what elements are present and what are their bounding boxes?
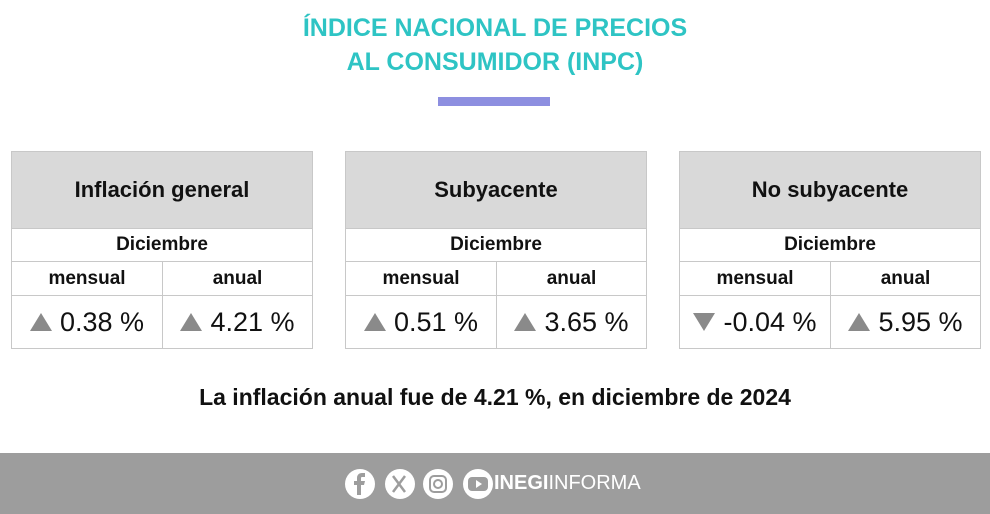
card-title: Inflación general (12, 152, 312, 228)
instagram-icon[interactable] (423, 469, 453, 499)
card: Subyacente Diciembre mensual anual 0.51 % 3.6… (345, 151, 647, 349)
divider (438, 97, 550, 106)
footer: INEGIINFORMA (0, 453, 990, 514)
value-cell: -0.04 % (680, 296, 830, 348)
value: -0.04 % (723, 306, 817, 337)
value: 5.95 % (878, 306, 963, 337)
column-label: mensual (346, 262, 496, 296)
period: Diciembre (680, 228, 980, 262)
card-title: No subyacente (680, 152, 980, 228)
period: Diciembre (12, 228, 312, 262)
title-line: AL CONSUMIDOR (INPC) (346, 48, 644, 76)
statement: La inflación anual fue de 4.21 %, en dic… (199, 384, 791, 410)
column-label: mensual (680, 262, 830, 296)
trend-arrow (363, 313, 386, 331)
brand-bold: INEGI (494, 472, 549, 494)
value-cell: 0.51 % (346, 296, 496, 348)
value-cell: 4.21 % (162, 296, 312, 348)
period: Diciembre (346, 228, 646, 262)
value: 0.38 % (59, 306, 145, 337)
column-label: mensual (12, 262, 162, 296)
card: No subyacente Diciembre mensual anual -0.04 … (679, 151, 981, 349)
card-title: Subyacente (346, 152, 646, 228)
trend-arrow (848, 313, 871, 331)
value-cell: 0.38 % (12, 296, 162, 348)
title-line: ÍNDICE NACIONAL DE PRECIOS (302, 14, 688, 42)
column-label: anual (830, 262, 980, 296)
value-cell: 3.65 % (496, 296, 646, 348)
social-icons (345, 469, 493, 499)
value: 3.65 % (544, 306, 629, 337)
value-cell: 5.95 % (830, 296, 980, 348)
brand-light: INFORMA (548, 472, 641, 494)
value: 4.21 % (210, 306, 295, 337)
trend-arrow (29, 313, 52, 331)
value: 0.51 % (393, 306, 479, 337)
trend-arrow (180, 313, 203, 331)
trend-arrow (514, 313, 537, 331)
column-label: anual (496, 262, 646, 296)
trend-arrow (693, 313, 716, 331)
column-label: anual (162, 262, 312, 296)
card: Inflación general Diciembre mensual anual 0.… (11, 151, 313, 349)
brand: INEGIINFORMA (494, 472, 641, 495)
